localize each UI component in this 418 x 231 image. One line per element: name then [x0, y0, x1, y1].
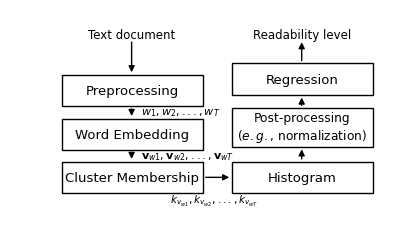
Text: $w_1, w_2, ..., w_T$: $w_1, w_2, ..., w_T$	[141, 107, 221, 119]
FancyBboxPatch shape	[62, 76, 203, 107]
Text: $\mathbf{v}_{w1}, \mathbf{v}_{w2}, ..., \mathbf{v}_{wT}$: $\mathbf{v}_{w1}, \mathbf{v}_{w2}, ..., …	[141, 150, 234, 162]
FancyBboxPatch shape	[62, 119, 203, 150]
Text: $k_{v_{w1}}, k_{v_{w2}}, ..., k_{v_{wT}}$: $k_{v_{w1}}, k_{v_{w2}}, ..., k_{v_{wT}}…	[170, 193, 258, 208]
Text: Regression: Regression	[266, 73, 339, 86]
FancyBboxPatch shape	[232, 162, 373, 193]
Text: Readability level: Readability level	[252, 29, 351, 42]
Text: Histogram: Histogram	[268, 171, 337, 184]
Text: Word Embedding: Word Embedding	[75, 128, 189, 141]
Text: Text document: Text document	[88, 29, 175, 42]
FancyBboxPatch shape	[232, 64, 373, 95]
FancyBboxPatch shape	[232, 109, 373, 147]
Text: Preprocessing: Preprocessing	[86, 85, 179, 98]
Text: Post-processing
($\it{e.g.}$, normalization): Post-processing ($\it{e.g.}$, normalizat…	[237, 112, 367, 144]
Text: Cluster Membership: Cluster Membership	[66, 171, 199, 184]
FancyBboxPatch shape	[62, 162, 203, 193]
